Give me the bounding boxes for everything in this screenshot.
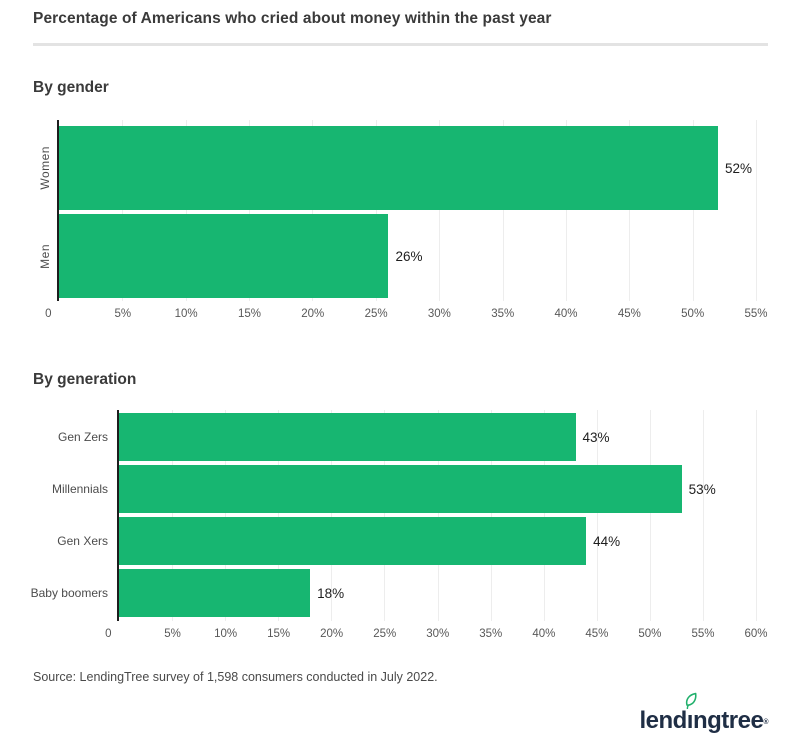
gridline (702, 410, 704, 621)
x-axis: 0 5% 10% 15% 20% 25% 30% 35% 40% 45% 50% 55% 60% (105, 621, 767, 645)
x-tick-label: 35% (479, 628, 503, 640)
x-tick-label: 5% (164, 628, 181, 640)
x-tick-label: 0 (45, 308, 52, 320)
x-tick-label: 15% (237, 308, 261, 320)
category-row: Women (33, 126, 57, 210)
gridline (437, 410, 439, 621)
gridline (596, 410, 598, 621)
bar-baby-boomers (119, 569, 311, 617)
category-label-baby-boomers: Baby boomers (30, 586, 108, 600)
x-tick-label: 30% (427, 308, 451, 320)
category-row: Gen Zers (33, 413, 117, 461)
bar-gen-xers (119, 517, 587, 565)
x-tick-label: 0 (105, 628, 112, 640)
section-title-by-generation: By generation (33, 371, 137, 388)
section-title-by-gender: By gender (33, 79, 109, 96)
x-tick-label: 60% (744, 628, 768, 640)
gridline (172, 410, 174, 621)
value-label-baby-boomers: 18% (317, 585, 345, 601)
gridline (756, 410, 757, 621)
value-label-gen-xers: 44% (593, 533, 621, 549)
gridline (185, 120, 187, 301)
bar-gen-zers (119, 413, 576, 461)
bar-row: 18% (119, 569, 756, 617)
gridline (278, 410, 280, 621)
chart-by-gender: Women Men 52% 26% 0 5% 10% 15% 20% 25% 30% 35% 40%… (33, 120, 768, 325)
gridline (692, 120, 694, 301)
category-axis: Gen Zers Millennials Gen Xers Baby boomers (30, 410, 117, 645)
x-tick-label: 5% (114, 308, 132, 320)
gridline (756, 120, 757, 301)
gridline (375, 120, 377, 301)
category-row: Gen Xers (33, 517, 117, 565)
registered-mark: ® (763, 719, 768, 726)
chart-by-generation: Gen Zers Millennials Gen Xers Baby boomers … (30, 410, 768, 645)
x-tick-label: 10% (214, 628, 238, 640)
x-tick-label: 55% (691, 628, 715, 640)
gridline (629, 120, 631, 301)
bar-row: 44% (119, 517, 756, 565)
x-tick-label: 50% (681, 308, 705, 320)
category-label-gen-zers: Gen Zers (57, 430, 108, 444)
x-tick-label: 25% (373, 628, 397, 640)
gridline (543, 410, 545, 621)
gridline (490, 410, 492, 621)
category-label-millennials: Millennials (51, 482, 108, 496)
gridline (565, 120, 567, 301)
value-label-women: 52% (724, 160, 752, 176)
x-tick-label: 55% (744, 308, 768, 320)
x-tick-label: 15% (267, 628, 291, 640)
source-note: Source: LendingTree survey of 1,598 cons… (33, 670, 438, 684)
gridline (312, 120, 314, 301)
value-label-gen-zers: 43% (582, 429, 610, 445)
category-axis: Women Men (33, 120, 57, 325)
category-label-men: Men (38, 243, 52, 269)
x-tick-label: 30% (426, 628, 450, 640)
lendingtree-logo: lendı ngtree® (639, 692, 768, 735)
page-title: Percentage of Americans who cried about … (33, 10, 552, 27)
bar-men (59, 214, 389, 298)
x-tick-label: 10% (174, 308, 198, 320)
leaf-icon (685, 692, 697, 709)
x-tick-label: 25% (364, 308, 388, 320)
gridline (502, 120, 504, 301)
x-tick-label: 20% (320, 628, 344, 640)
x-tick-label: 40% (532, 628, 556, 640)
plot-area: 43% 53% 44% 18% (117, 410, 768, 621)
gridline (384, 410, 386, 621)
value-label-men: 26% (395, 248, 423, 264)
x-tick-label: 35% (491, 308, 515, 320)
gridline (649, 410, 651, 621)
gridline (331, 410, 333, 621)
x-tick-label: 45% (617, 308, 641, 320)
bar-row: 26% (59, 214, 756, 298)
category-row: Baby boomers (30, 569, 117, 617)
gridline (439, 120, 441, 301)
x-tick-label: 40% (554, 308, 578, 320)
plot-area: 52% 26% (57, 120, 768, 301)
x-tick-label: 45% (585, 628, 609, 640)
gridline (122, 120, 124, 301)
bar-row: 52% (59, 126, 756, 210)
category-row: Millennials (33, 465, 117, 513)
x-axis: 0 5% 10% 15% 20% 25% 30% 35% 40% 45% 50% 55% (45, 301, 767, 325)
bar-row: 43% (119, 413, 756, 461)
title-divider (33, 43, 768, 46)
category-row: Men (33, 214, 57, 298)
value-label-millennials: 53% (688, 481, 716, 497)
lendingtree-wordmark: lendı ngtree® (639, 692, 768, 734)
category-label-gen-xers: Gen Xers (57, 534, 108, 548)
x-tick-label: 50% (638, 628, 662, 640)
bar-row: 53% (119, 465, 756, 513)
bar-women (59, 126, 718, 210)
gridline (225, 410, 227, 621)
bar-millennials (119, 465, 682, 513)
gridline (249, 120, 251, 301)
category-label-women: Women (38, 146, 52, 190)
x-tick-label: 20% (301, 308, 325, 320)
